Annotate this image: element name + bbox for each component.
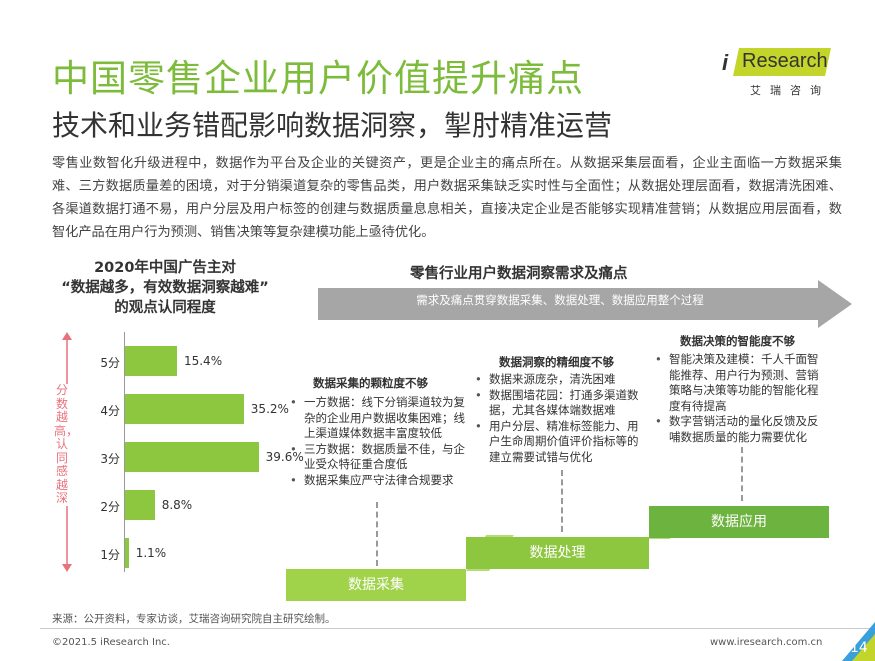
bar-category-label: 3分 (100, 452, 120, 466)
column-heading-collection: 数据采集的颗粒度不够 (313, 376, 428, 390)
dashed-connector (376, 502, 378, 566)
dashed-connector (741, 447, 743, 501)
bar (125, 490, 155, 520)
chart-y-axis (124, 332, 125, 572)
bar (125, 394, 244, 424)
list-item: 一方数据：线下分销渠道较为复杂的企业用户数据收集困难；线上渠道媒体数据丰富度较低 (290, 395, 470, 442)
bar (125, 538, 129, 568)
column-heading-processing: 数据洞察的精细度不够 (499, 355, 614, 369)
list-item: 数字营销活动的量化反馈及反哺数据质量的能力需要优化 (655, 414, 827, 445)
bar-value-label: 1.1% (135, 546, 167, 560)
intro-paragraph: 零售业数智化升级进程中，数据作为平台及企业的关键资产，更是企业主的痛点所在。从数… (52, 156, 842, 240)
dashed-connector (561, 470, 563, 532)
logo-chinese-name: 艾瑞咨询 (750, 84, 830, 97)
page-corner-graphic: 14 (842, 622, 875, 661)
bar-category-label: 4分 (100, 404, 120, 418)
source-note: 来源：公开资料，专家访谈，艾瑞咨询研究院自主研究绘制。 (52, 613, 336, 625)
bar-category-label: 2分 (100, 500, 120, 514)
bar-value-label: 8.8% (161, 498, 193, 512)
process-arrow-icon (318, 280, 852, 328)
collection-bullet-list: 一方数据：线下分销渠道较为复杂的企业用户数据收集困难；线上渠道媒体数据丰富度较低… (290, 395, 470, 488)
left-chart-title: 2020年中国广告主对 “数据越多，有效数据洞察越难” 的观点认同程度 (40, 258, 290, 318)
list-item: 数据来源庞杂，清洗困难 (475, 372, 645, 388)
left-chart-title-line: “数据越多，有效数据洞察越难” (61, 280, 269, 296)
list-item: 用户分层、精准标签能力、用户生命周期价值评价指标等的建立需要试错与优化 (475, 419, 645, 466)
page-title: 中国零售企业用户价值提升痛点 (52, 57, 584, 100)
bar-category-label: 1分 (100, 548, 120, 562)
bar-value-label: 15.4% (183, 354, 223, 368)
iresearch-logo: i Research 艾瑞咨询 (722, 48, 831, 100)
step-data-collection: 数据采集 (286, 569, 466, 601)
logo-i: i (722, 50, 729, 75)
bar-value-label: 35.2% (250, 402, 289, 416)
copyright: ©2021.5 iResearch Inc. (52, 637, 170, 648)
footer-divider (40, 628, 870, 629)
application-bullet-list: 智能决策及建模：千人千面智能推荐、用户行为预测、营销策略与决策等功能的智能化程度… (655, 352, 827, 445)
bar (125, 442, 259, 472)
axis-agreement-label: 分数越高，认同感越深 (54, 383, 79, 506)
right-panel-title: 零售行业用户数据洞察需求及痛点 (410, 266, 628, 282)
left-chart-title-line: 的观点认同程度 (114, 300, 216, 316)
page-number: 14 (850, 640, 868, 656)
step-data-processing: 数据处理 (466, 537, 649, 569)
website-url: www.iresearch.com.cn (710, 637, 823, 648)
list-item: 智能决策及建模：千人千面智能推荐、用户行为预测、营销策略与决策等功能的智能化程度… (655, 352, 827, 414)
list-item: 数据采集应严守法律合规要求 (290, 473, 470, 489)
step-data-application: 数据应用 (649, 506, 829, 538)
logo-text: Research (742, 50, 828, 72)
processing-bullet-list: 数据来源庞杂，清洗困难 数据围墙花园：打通多渠道数据，尤其各媒体端数据难 用户分… (475, 372, 645, 465)
column-heading-application: 数据决策的智能度不够 (680, 334, 795, 348)
page-subtitle: 技术和业务错配影响数据洞察，掣肘精准运营 (52, 109, 613, 142)
bar (125, 346, 177, 376)
left-chart-title-line: 2020年中国广告主对 (94, 260, 236, 276)
list-item: 数据围墙花园：打通多渠道数据，尤其各媒体端数据难 (475, 388, 645, 419)
process-arrow-text: 需求及痛点贯穿数据采集、数据处理、数据应用整个过程 (416, 293, 704, 307)
bar-category-label: 5分 (100, 356, 120, 370)
list-item: 三方数据：数据质量不佳，与企业受众特征重合度低 (290, 442, 470, 473)
